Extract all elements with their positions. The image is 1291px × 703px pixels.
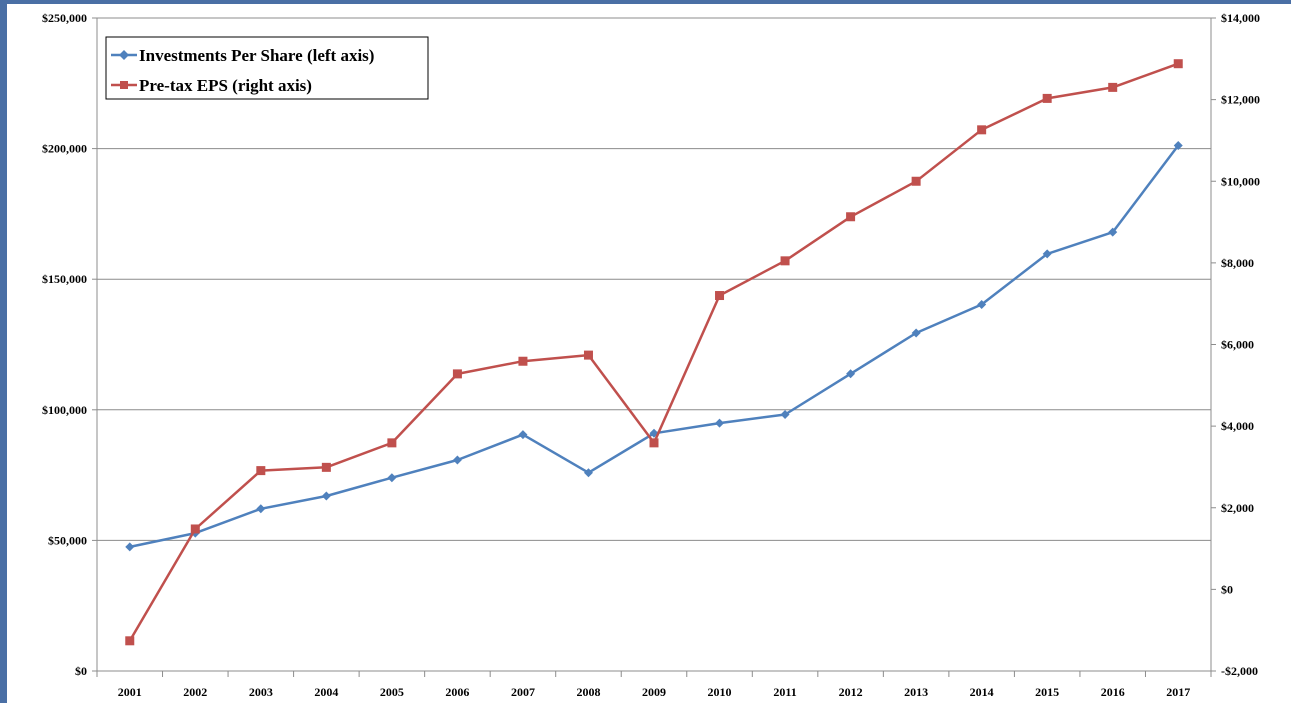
data-point-eps — [321, 462, 331, 472]
left-axis-tick-label: $100,000 — [42, 403, 87, 417]
legend-marker-eps — [120, 81, 128, 89]
right-axis-tick-label: $8,000 — [1221, 256, 1254, 270]
left-axis-tick-label: $50,000 — [48, 533, 87, 547]
axes: $0 $50,000 $100,000 $150,000 $200,000 $250,00… — [42, 11, 1260, 699]
data-point-eps — [125, 636, 135, 646]
legend-label-investments: Investments Per Share (left axis) — [139, 46, 374, 65]
frame-top-border — [0, 0, 1291, 4]
x-axis-tick-label: 2013 — [904, 685, 928, 699]
data-point-investments — [1042, 249, 1052, 259]
data-point-eps — [256, 466, 266, 476]
right-axis-tick-label: $2,000 — [1221, 501, 1254, 515]
data-point-eps — [846, 212, 856, 222]
data-point-eps — [1042, 93, 1052, 103]
right-axis-tick-label: $4,000 — [1221, 419, 1254, 433]
data-point-investments — [780, 410, 790, 420]
legend: Investments Per Share (left axis) Pre-ta… — [105, 36, 429, 100]
x-axis-tick-label: 2017 — [1166, 685, 1190, 699]
data-point-investments — [1173, 140, 1183, 150]
right-axis-tick-label: -$2,000 — [1221, 664, 1258, 678]
data-point-eps — [387, 438, 397, 448]
data-point-eps — [452, 369, 462, 379]
data-point-investments — [452, 455, 462, 465]
series-layer — [125, 59, 1183, 646]
left-axis-tick-label: $0 — [75, 664, 87, 678]
data-point-eps — [715, 291, 725, 301]
legend-box — [105, 36, 429, 100]
left-axis-tick-label: $200,000 — [42, 142, 87, 156]
x-axis-tick-label: 2010 — [708, 685, 732, 699]
data-point-eps — [190, 524, 200, 534]
data-point-eps — [911, 176, 921, 186]
data-point-investments — [387, 473, 397, 483]
left-axis-tick-label: $250,000 — [42, 11, 87, 25]
x-axis-tick-label: 2008 — [576, 685, 600, 699]
data-point-investments — [977, 300, 987, 310]
x-axis-tick-label: 2011 — [773, 685, 796, 699]
data-point-eps — [780, 256, 790, 266]
right-axis-tick-label: $10,000 — [1221, 174, 1260, 188]
right-axis-tick-label: $0 — [1221, 582, 1233, 596]
x-axis-tick-label: 2001 — [118, 685, 142, 699]
data-point-investments — [321, 491, 331, 501]
data-point-eps — [649, 438, 659, 448]
right-axis-tick-label: $12,000 — [1221, 93, 1260, 107]
right-axis-tick-label: $6,000 — [1221, 338, 1254, 352]
data-point-investments — [125, 542, 135, 552]
x-axis-tick-label: 2007 — [511, 685, 535, 699]
data-point-investments — [715, 418, 725, 428]
data-point-investments — [911, 328, 921, 338]
data-point-investments — [1108, 227, 1118, 237]
data-point-investments — [846, 369, 856, 379]
x-axis-tick-label: 2016 — [1101, 685, 1125, 699]
data-point-investments — [256, 504, 266, 514]
legend-marker-investments — [119, 50, 129, 60]
data-point-eps — [583, 350, 593, 360]
data-point-investments — [583, 468, 593, 478]
data-point-eps — [977, 125, 987, 135]
x-axis-tick-label: 2012 — [839, 685, 863, 699]
x-axis-tick-label: 2015 — [1035, 685, 1059, 699]
x-axis-tick-label: 2003 — [249, 685, 273, 699]
x-axis-tick-label: 2004 — [314, 685, 338, 699]
right-axis-tick-label: $14,000 — [1221, 11, 1260, 25]
legend-label-eps: Pre-tax EPS (right axis) — [139, 76, 312, 95]
x-axis-tick-label: 2002 — [183, 685, 207, 699]
x-axis-tick-label: 2006 — [445, 685, 469, 699]
x-axis-tick-label: 2009 — [642, 685, 666, 699]
data-point-eps — [518, 356, 528, 366]
x-axis-tick-label: 2014 — [970, 685, 994, 699]
data-point-eps — [1173, 59, 1183, 69]
frame-left-border — [0, 0, 7, 703]
data-point-eps — [1108, 82, 1118, 92]
left-axis-tick-label: $150,000 — [42, 272, 87, 286]
x-axis-tick-label: 2005 — [380, 685, 404, 699]
data-point-investments — [518, 430, 528, 440]
